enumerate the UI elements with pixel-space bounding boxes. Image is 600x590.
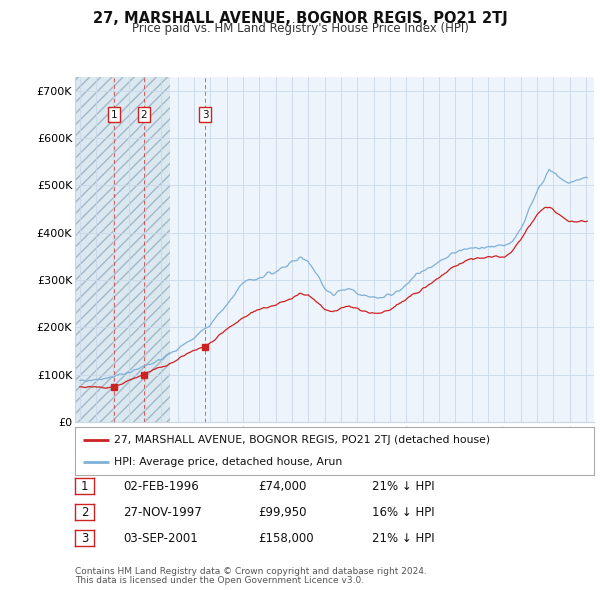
Text: 1: 1	[110, 110, 118, 120]
Text: 21% ↓ HPI: 21% ↓ HPI	[372, 532, 434, 545]
Text: 3: 3	[81, 532, 88, 545]
Text: 02-FEB-1996: 02-FEB-1996	[123, 480, 199, 493]
Text: 21% ↓ HPI: 21% ↓ HPI	[372, 480, 434, 493]
Text: Contains HM Land Registry data © Crown copyright and database right 2024.: Contains HM Land Registry data © Crown c…	[75, 567, 427, 576]
Text: £74,000: £74,000	[258, 480, 307, 493]
Text: 27-NOV-1997: 27-NOV-1997	[123, 506, 202, 519]
Text: 1: 1	[81, 480, 88, 493]
Text: 27, MARSHALL AVENUE, BOGNOR REGIS, PO21 2TJ (detached house): 27, MARSHALL AVENUE, BOGNOR REGIS, PO21 …	[114, 435, 490, 445]
Text: 2: 2	[140, 110, 147, 120]
Text: 2: 2	[81, 506, 88, 519]
Text: 3: 3	[202, 110, 208, 120]
Bar	[75, 77, 170, 422]
Text: HPI: Average price, detached house, Arun: HPI: Average price, detached house, Arun	[114, 457, 342, 467]
Text: 16% ↓ HPI: 16% ↓ HPI	[372, 506, 434, 519]
Text: £158,000: £158,000	[258, 532, 314, 545]
Text: Price paid vs. HM Land Registry's House Price Index (HPI): Price paid vs. HM Land Registry's House …	[131, 22, 469, 35]
Text: £99,950: £99,950	[258, 506, 307, 519]
Text: This data is licensed under the Open Government Licence v3.0.: This data is licensed under the Open Gov…	[75, 576, 364, 585]
Text: 03-SEP-2001: 03-SEP-2001	[123, 532, 198, 545]
Text: 27, MARSHALL AVENUE, BOGNOR REGIS, PO21 2TJ: 27, MARSHALL AVENUE, BOGNOR REGIS, PO21 …	[92, 11, 508, 25]
